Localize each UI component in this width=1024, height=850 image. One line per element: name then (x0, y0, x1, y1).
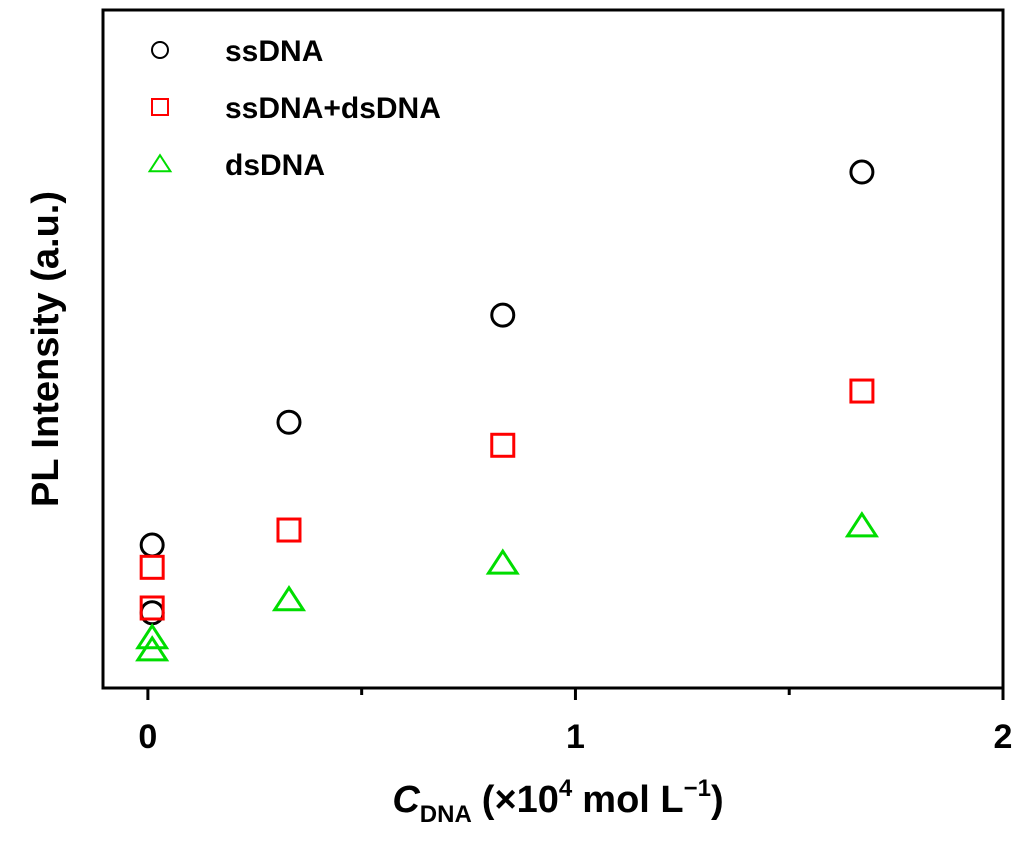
marker-triangle (147, 153, 173, 173)
x-label-subscript: DNA (420, 801, 472, 828)
plot-frame (101, 8, 1005, 690)
marker-circle (276, 409, 302, 435)
legend-label: ssDNA+dsDNA (225, 92, 441, 125)
marker-circle (849, 159, 875, 185)
marker-square (139, 554, 165, 580)
marker-triangle (844, 511, 879, 538)
marker-square (151, 98, 169, 116)
x-label-symbol: C (392, 779, 420, 821)
x-label-exponent: 4 (559, 775, 573, 802)
y-axis-label: PL Intensity (a.u.) (25, 191, 67, 507)
marker-triangle (271, 585, 307, 612)
marker-square (276, 517, 302, 543)
marker-circle (139, 532, 165, 558)
marker-square (139, 595, 165, 621)
x-label-text: (×10 (482, 779, 559, 821)
x-label-close: ) (711, 779, 724, 821)
marker-circle (151, 41, 169, 59)
x-tick-label: 2 (994, 718, 1013, 756)
x-label-unit-exponent: −1 (684, 775, 711, 802)
marker-square (490, 432, 516, 458)
marker-triangle (135, 622, 170, 650)
marker-triangle (135, 635, 170, 662)
x-label-unit: mol L (582, 779, 683, 821)
marker-circle (490, 302, 516, 328)
marker-triangle (485, 548, 520, 575)
x-tick-label: 1 (566, 718, 585, 756)
marker-square (849, 378, 875, 404)
legend-label: dsDNA (225, 149, 325, 182)
x-axis-label: CDNA (×104 mol L−1) (392, 775, 723, 828)
x-tick-label: 0 (138, 718, 157, 756)
legend-label: ssDNA (225, 35, 323, 68)
